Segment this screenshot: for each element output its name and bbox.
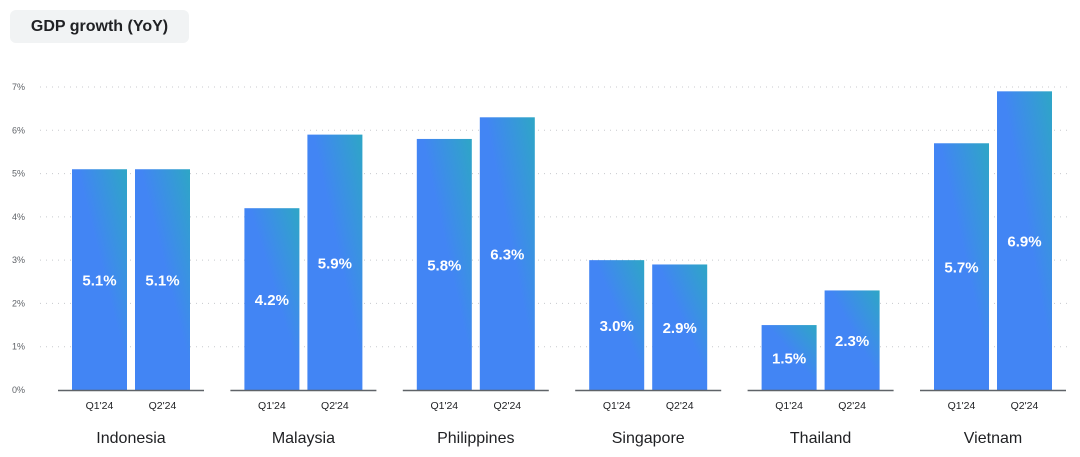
bar-thailand-q1	[761, 325, 817, 390]
data-label: 5.1%	[82, 273, 116, 290]
chart-title: GDP growth (YoY)	[10, 10, 189, 43]
bar-indonesia-q2	[135, 169, 190, 390]
bar-vietnam-q2	[997, 91, 1052, 390]
y-tick-label: 6%	[12, 125, 25, 135]
bar-vietnam-q1	[934, 143, 989, 390]
y-tick-label: 2%	[12, 298, 25, 308]
data-label: 3.0%	[600, 318, 634, 335]
data-label: 5.7%	[944, 260, 978, 277]
x-tick-label: Q1'24	[430, 400, 458, 412]
bar-philippines-q1	[416, 138, 472, 390]
bar-philippines-q2	[479, 117, 535, 391]
bar-indonesia-q1	[72, 169, 127, 390]
bar-singapore-q1	[589, 260, 645, 390]
bar-thailand-q2	[824, 290, 880, 390]
y-tick-label: 5%	[12, 169, 25, 179]
data-label: 6.3%	[490, 247, 524, 264]
x-tick-label: Q1'24	[948, 400, 976, 412]
data-label: 2.3%	[835, 333, 869, 350]
y-tick-label: 7%	[12, 82, 25, 92]
y-tick-label: 3%	[12, 255, 25, 265]
data-label: 2.9%	[663, 320, 697, 337]
bar-malaysia-q2	[307, 134, 363, 390]
y-tick-label: 0%	[12, 385, 25, 395]
data-label: 6.9%	[1007, 234, 1041, 251]
x-tick-label: Q2'24	[493, 400, 521, 412]
bar-singapore-q2	[652, 264, 708, 390]
y-tick-label: 4%	[12, 212, 25, 222]
category-label: Philippines	[437, 430, 514, 447]
x-tick-label: Q2'24	[1011, 400, 1039, 412]
x-tick-label: Q2'24	[321, 400, 349, 412]
x-tick-label: Q1'24	[86, 400, 114, 412]
category-label: Malaysia	[272, 430, 335, 447]
data-label: 4.2%	[255, 292, 289, 309]
x-tick-label: Q2'24	[149, 400, 177, 412]
category-label: Indonesia	[96, 430, 165, 447]
x-tick-label: Q2'24	[838, 400, 866, 412]
data-label: 5.8%	[427, 257, 461, 274]
x-tick-label: Q1'24	[603, 400, 631, 412]
data-label: 1.5%	[772, 351, 806, 368]
x-tick-label: Q1'24	[258, 400, 286, 412]
category-label: Thailand	[790, 430, 851, 447]
data-label: 5.9%	[318, 255, 352, 272]
y-tick-label: 1%	[12, 342, 25, 352]
bar-malaysia-q1	[244, 208, 300, 390]
category-label: Singapore	[612, 430, 685, 447]
category-label: Vietnam	[964, 430, 1022, 447]
data-label: 5.1%	[145, 273, 179, 290]
x-tick-label: Q1'24	[775, 400, 803, 412]
x-tick-label: Q2'24	[666, 400, 694, 412]
